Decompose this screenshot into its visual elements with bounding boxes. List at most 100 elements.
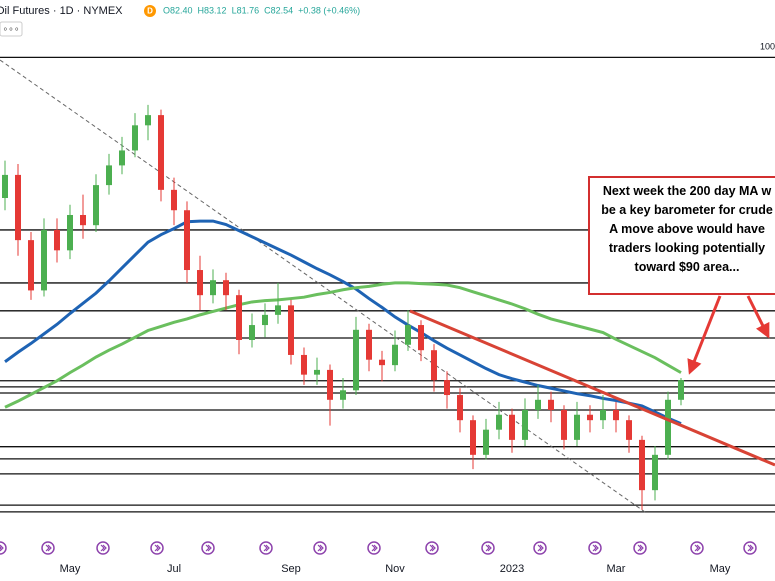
candle-body [288,305,294,355]
candle-body [366,329,372,360]
event-icon [425,541,439,555]
event-icon-mark [45,544,52,552]
moving-averages [4,219,682,425]
candle-body [483,429,489,455]
ohlc-value: +0.38 (+0.46%) [298,5,360,15]
candle-body [379,359,385,366]
ohlc-value: O82.40 [163,5,193,15]
candle-body [600,409,606,421]
candle-body [587,414,593,421]
event-icon-mark [429,544,436,552]
candle-body [535,399,541,410]
level-label: 100 [760,41,775,51]
x-tick-label: Mar [607,563,626,575]
candle-body [418,325,424,351]
candle-body [652,454,658,491]
candle-body [236,295,242,341]
event-icon-mark [371,544,378,552]
arrow [746,295,770,339]
x-tick-label: 2023 [500,563,524,575]
candle-body [2,174,8,199]
candle-body [301,354,307,375]
event-icon [588,541,602,555]
annotation-line: toward $90 area... [634,260,740,274]
event-icon-mark [0,544,4,552]
ohlc-value: H83.12 [198,5,227,15]
event-icon-mark [154,544,161,552]
arrow [687,295,722,375]
event-icon [533,541,547,555]
candle-body [613,409,619,421]
x-tick-label: May [60,563,81,575]
event-icon-mark [747,544,754,552]
x-tick-label: Nov [385,563,405,575]
event-icon [201,541,215,555]
candle-body [353,329,359,391]
candle-body [340,390,346,400]
candle-body [249,325,255,341]
event-icon-mark [592,544,599,552]
candle-body [197,270,203,296]
candle-body [80,214,86,226]
symbol: Oil Futures · 1D · NYMEX [0,5,123,17]
candle-body [184,210,190,271]
candle-body [158,115,164,190]
candle-body [106,165,112,186]
candle-body [314,369,320,375]
event-icon-mark [205,544,212,552]
annotation-line: be a key barometer for crude [601,203,773,217]
candle-body [626,420,632,440]
top-bar [0,0,775,22]
candle-body [392,344,398,366]
candle-body [119,150,125,166]
candle-body [41,229,47,291]
x-tick-label: May [710,563,731,575]
badge-icon [144,5,156,17]
event-icon [367,541,381,555]
event-icon [743,541,757,555]
candle-body [262,314,268,326]
trend-line [0,59,646,513]
candle-body [431,350,437,381]
event-icon [313,541,327,555]
event-icon [259,541,273,555]
levels [0,56,775,513]
candle-body [67,214,73,251]
candle-body [548,399,554,410]
event-icon [481,541,495,555]
candle-body [223,280,229,296]
candle-body [405,325,411,345]
ohlc-value: C82.54 [264,5,293,15]
event-icon-mark [485,544,492,552]
x-tick-label: Sep [281,563,301,575]
event-icon-mark [694,544,701,552]
annotation-line: Next week the 200 day MA w [602,184,772,198]
candle-body [210,280,216,296]
collapse-icon[interactable]: ∘∘∘ [3,23,20,33]
candle-body [470,420,476,455]
candle-body [509,414,515,440]
candle-body [171,189,177,211]
event-icon [150,541,164,555]
candles [2,104,684,510]
annotation-line: traders looking potentially [608,241,766,255]
candle-body [639,439,645,491]
candle-body [327,369,333,400]
annotation: Next week the 200 day MA w be a key barom… [588,176,775,295]
x-tick-label: Jul [167,563,181,575]
annotation-line: A move above would have [609,222,765,236]
candle-body [665,399,671,455]
candle-body [145,115,151,126]
event-icon [96,541,110,555]
event-icon [633,541,647,555]
resistance-line [409,309,775,467]
candle-body [574,414,580,440]
candle-body [522,409,528,440]
event-icon-mark [263,544,270,552]
collapse-button[interactable] [0,21,23,37]
badge: D [147,7,153,16]
event-icon [41,541,55,555]
event-icon-mark [637,544,644,552]
